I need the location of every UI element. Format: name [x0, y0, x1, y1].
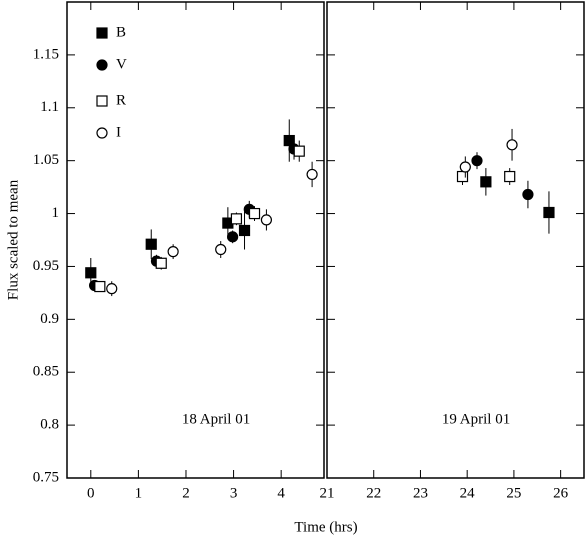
- x-tick-label: 1: [135, 485, 143, 501]
- x-tick-label: 4: [277, 485, 285, 501]
- y-tick-label: 0.75: [33, 469, 59, 485]
- x-tick-label: 2: [182, 485, 190, 501]
- y-tick-label: 0.85: [33, 364, 59, 380]
- panel-annotation: 18 April 01: [182, 411, 250, 427]
- legend-label: B: [116, 24, 126, 40]
- point: [106, 283, 118, 295]
- point: [94, 280, 106, 293]
- legend-label: I: [116, 124, 121, 140]
- y-tick-label: 1.15: [33, 46, 59, 62]
- panel-frame: [326, 1, 585, 479]
- point: [155, 257, 167, 269]
- point: [227, 231, 239, 243]
- y-axis-label: Flux scaled to mean: [5, 179, 21, 300]
- panel-annotation: 19 April 01: [442, 411, 510, 427]
- x-tick-label: 0: [87, 485, 95, 501]
- point: [238, 224, 251, 237]
- point: [293, 145, 305, 157]
- point: [145, 238, 157, 250]
- y-tick-label: 0.95: [33, 258, 59, 274]
- point: [480, 176, 492, 188]
- point: [85, 267, 97, 279]
- x-tick-label: 25: [506, 485, 521, 501]
- y-tick-label: 0.9: [40, 311, 59, 327]
- point: [471, 155, 483, 167]
- panel-frame: [66, 1, 325, 479]
- point: [248, 207, 261, 220]
- y-tick-label: 1.1: [40, 99, 59, 115]
- point: [459, 161, 471, 173]
- legend-marker: [96, 27, 108, 39]
- x-tick-label: 3: [230, 485, 238, 501]
- point: [260, 214, 273, 226]
- x-tick-label: 26: [553, 485, 569, 501]
- legend-marker: [96, 127, 108, 139]
- point: [230, 213, 243, 225]
- point: [456, 170, 469, 183]
- point: [167, 246, 179, 258]
- point: [506, 139, 518, 151]
- legend-label: V: [116, 56, 127, 72]
- x-tick-label: 23: [413, 485, 428, 501]
- x-tick-label: 21: [320, 485, 335, 501]
- point: [306, 168, 318, 181]
- point: [504, 170, 516, 183]
- legend-label: R: [116, 92, 126, 108]
- point: [543, 206, 555, 219]
- point: [215, 243, 227, 256]
- legend-marker: [96, 59, 108, 71]
- x-tick-label: 22: [366, 485, 381, 501]
- x-tick-label: 24: [460, 485, 476, 501]
- legend-marker: [96, 95, 108, 107]
- y-tick-label: 1: [52, 205, 60, 221]
- y-tick-label: 1.05: [33, 152, 59, 168]
- x-axis-label: Time (hrs): [294, 519, 357, 535]
- point: [522, 188, 534, 201]
- y-tick-label: 0.8: [40, 417, 59, 433]
